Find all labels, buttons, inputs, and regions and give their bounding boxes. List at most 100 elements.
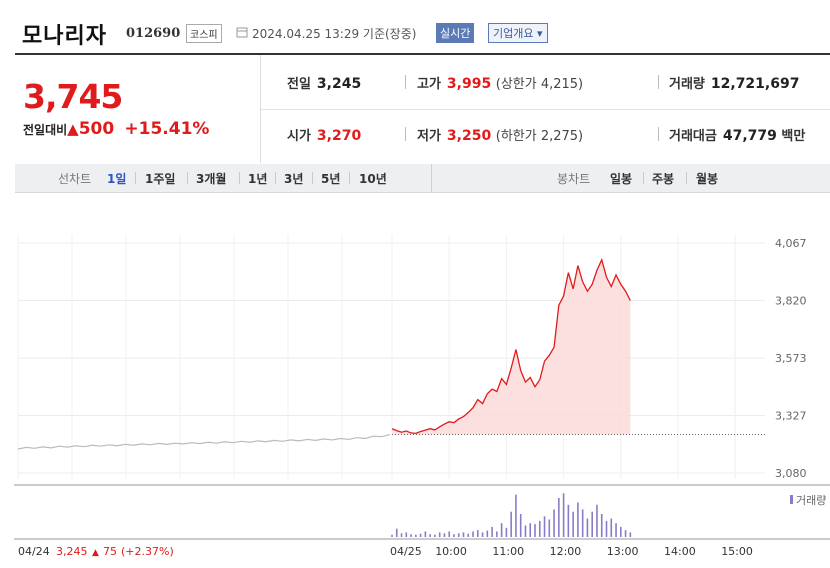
tab-3year[interactable]: 3년 — [284, 172, 304, 186]
candle-chart-label: 봉차트 — [557, 172, 591, 186]
trade-value: 거래대금 47,779 백만 — [669, 125, 805, 144]
volume: 거래량 12,721,697 — [669, 73, 799, 92]
separator — [275, 172, 276, 184]
separator — [239, 172, 240, 184]
volume-bar — [410, 534, 412, 537]
prev-close-value: 3,245 — [316, 76, 362, 92]
volume-bar — [558, 497, 560, 537]
stock-code: 012690 — [126, 26, 181, 41]
volume-bar — [400, 533, 403, 537]
volume-bar — [505, 527, 508, 537]
x-tick-label: 15:00 — [721, 545, 753, 558]
volume-bar — [486, 530, 489, 537]
stock-name[interactable]: 모나리자 — [22, 24, 107, 49]
separator — [686, 172, 687, 184]
tab-5year[interactable]: 5년 — [321, 172, 341, 186]
volume-bar — [615, 523, 617, 537]
volume-bar — [515, 494, 517, 537]
realtime-button[interactable]: 실시간 — [436, 23, 475, 43]
x-tick-label: 14:00 — [664, 545, 696, 558]
volume-bar — [586, 518, 589, 537]
high-label: 고가 — [417, 77, 441, 92]
datetime-text: 2024.04.25 13:29 기준(장중) — [252, 27, 417, 41]
separator — [135, 172, 136, 184]
volume-label: 거래량 — [669, 77, 705, 92]
x-tick-label: 13:00 — [607, 545, 639, 558]
high-price: 고가 3,995 (상한가 4,215) — [417, 73, 583, 92]
header: 모나리자 012690 코스피 2024.04.25 13:29 기준(장중) … — [18, 14, 818, 50]
volume-bar — [581, 509, 584, 537]
chart-tabbar: 선차트 1일 1주일 3개월 1년 3년 5년 10년 봉차트 일봉 주봉 월봉 — [15, 164, 830, 193]
volume-bar — [477, 530, 479, 537]
prev-close: 전일 3,245 — [287, 73, 361, 92]
volume-bar — [500, 523, 503, 537]
separator — [658, 127, 659, 141]
tab-weekly-candle[interactable]: 주봉 — [652, 172, 675, 186]
volume-bar — [457, 533, 460, 537]
y-tick-label: 3,327 — [775, 409, 807, 422]
separator — [349, 172, 350, 184]
volume-bar — [629, 532, 632, 537]
lower-limit: (하한가 2,275) — [495, 129, 584, 144]
separator — [643, 172, 644, 184]
volume-bar — [467, 533, 470, 537]
volume-bar — [472, 531, 474, 537]
price-summary: 3,745 전일대비▲500 +15.41% 전일 3,245 고가 3,995 (… — [15, 53, 830, 166]
volume-bar — [496, 531, 498, 537]
tab-daily-candle[interactable]: 일봉 — [610, 172, 633, 186]
current-price: 3,745 — [23, 77, 123, 116]
volume-bar — [438, 532, 441, 537]
volume-bar — [524, 525, 527, 537]
x-tick-label: 10:00 — [435, 545, 467, 558]
separator — [658, 75, 659, 89]
volume-bar — [529, 523, 532, 537]
change-value: 500 — [78, 119, 115, 139]
volume-bar — [596, 504, 598, 537]
volume-bar — [620, 526, 622, 537]
prev-close-label: 전일 — [287, 77, 311, 92]
x-tick-label: 12:00 — [550, 545, 582, 558]
separator — [405, 75, 406, 89]
tab-1year[interactable]: 1년 — [248, 172, 268, 186]
tab-monthly-candle[interactable]: 월봉 — [696, 172, 719, 186]
volume-legend-swatch — [790, 495, 793, 504]
tab-1week[interactable]: 1주일 — [145, 172, 176, 186]
volume-bar — [429, 534, 431, 537]
low-label: 저가 — [417, 129, 441, 144]
line-chart-label: 선차트 — [58, 172, 92, 186]
trade-value-label: 거래대금 — [669, 129, 717, 144]
prev-day-footer-change: 75 — [103, 545, 117, 558]
low-price: 저가 3,250 (하한가 2,275) — [417, 125, 583, 144]
volume-bar — [605, 520, 608, 537]
volume-bar — [553, 509, 555, 537]
volume-bar — [567, 504, 570, 537]
company-info-button[interactable]: 기업개요 ▾ — [488, 23, 548, 43]
volume-bar — [481, 532, 484, 537]
tab-3month[interactable]: 3개월 — [196, 172, 227, 186]
volume-bar — [443, 533, 446, 537]
volume-bar — [510, 511, 512, 537]
volume-bar — [548, 519, 551, 537]
volume-bar — [577, 502, 579, 537]
trade-value-unit: 백만 — [781, 129, 806, 144]
tab-10year[interactable]: 10년 — [359, 172, 387, 186]
volume-legend-label: 거래량 — [796, 494, 826, 507]
volume-bar — [534, 524, 536, 537]
high-value: 3,995 — [446, 76, 492, 92]
tab-1day[interactable]: 1일 — [107, 172, 127, 186]
volume-value: 12,721,697 — [710, 76, 800, 92]
y-tick-label: 3,573 — [775, 352, 807, 365]
price-chart[interactable]: 4,067 3,820 3,573 3,327 3,080 거래량 04/24 3,245 ▲ 7… — [0, 195, 830, 568]
tab-divider — [431, 164, 432, 192]
volume-bar — [453, 534, 455, 537]
volume-bar — [395, 528, 398, 537]
prev-day-line — [17, 433, 391, 450]
x-tick-label: 04/24 — [18, 545, 50, 558]
change-label: 전일대비 — [23, 123, 68, 137]
prev-day-footer-price: 3,245 — [56, 545, 88, 558]
volume-bar — [405, 532, 408, 537]
volume-bar — [448, 531, 450, 537]
y-tick-label: 3,080 — [775, 467, 807, 480]
volume-bar — [391, 534, 393, 537]
today-price-line — [391, 257, 631, 435]
